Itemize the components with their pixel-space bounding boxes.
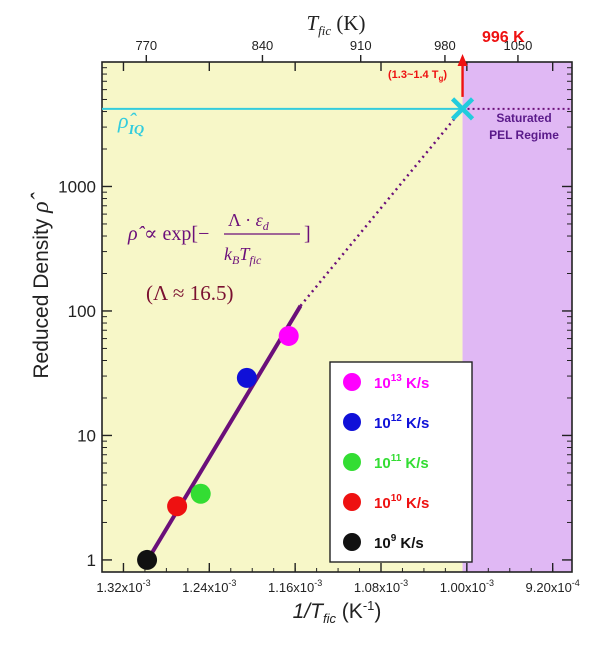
y-tick-label: 100 xyxy=(68,302,96,321)
axes: 1.32x10-3 1.24x10-3 1.16x10-3 1.08x10-3 1.00… xyxy=(58,38,580,595)
temperature-arrow-head xyxy=(457,54,468,66)
axis-labels: 1/Tfic (K-1) Tfic (K) Reduced Density ρ̂ xyxy=(28,11,381,626)
data-point xyxy=(190,483,211,504)
y-axis-title: Reduced Density ρ̂ xyxy=(28,192,54,378)
data-point xyxy=(167,496,188,517)
x-tick-label: 1.32x10-3 xyxy=(96,578,150,595)
legend-label: 1010 K/s xyxy=(374,493,429,512)
legend-marker xyxy=(343,493,361,511)
legend: 1013 K/s 1012 K/s 1011 K/s 1010 K/s 109 K/s xyxy=(329,361,473,563)
formula-propto: ∝ exp[− xyxy=(144,223,209,245)
formula-bracket: ] xyxy=(304,223,311,245)
formula-numerator: Λ · εd xyxy=(228,210,270,233)
lambda-annotation: (Λ ≈ 16.5) xyxy=(146,281,233,305)
top-tick-label: 840 xyxy=(252,38,274,53)
legend-marker xyxy=(343,413,361,431)
legend-label: 1011 K/s xyxy=(374,453,429,472)
data-point xyxy=(278,325,299,346)
legend-marker xyxy=(343,453,361,471)
y-tick-label: 1 xyxy=(87,551,96,570)
data-point xyxy=(137,549,158,570)
legend-marker xyxy=(343,373,361,391)
legend-label: 1013 K/s xyxy=(374,373,429,392)
fit-line-extrapolation xyxy=(299,108,464,307)
legend-box xyxy=(329,361,473,563)
fit-line-solid xyxy=(145,304,303,563)
top-tick-label: 980 xyxy=(434,38,456,53)
saturated-region xyxy=(462,62,572,572)
y-tick-label: 10 xyxy=(77,426,96,445)
legend-marker xyxy=(343,533,361,551)
top-axis-title: Tfic (K) xyxy=(306,11,365,38)
region-label-line1: Saturated xyxy=(496,111,551,125)
data-point xyxy=(236,367,257,388)
x-tick-label: 1.24x10-3 xyxy=(182,578,236,595)
tg-range-label: (1.3~1.4 Tg) xyxy=(388,69,447,83)
x-tick-label: 9.20x10-4 xyxy=(526,578,580,595)
x-tick-label: 1.00x10-3 xyxy=(440,578,494,595)
x-tick-label: 1.16x10-3 xyxy=(268,578,322,595)
data-points: 996 K (1.3~1.4 Tg) Saturated PEL Regime xyxy=(137,29,559,570)
region-label-line2: PEL Regime xyxy=(489,128,559,142)
y-tick-label: 1000 xyxy=(58,177,96,196)
x-tick-label: 1.08x10-3 xyxy=(354,578,408,595)
x-axis-title: 1/Tfic (K-1) xyxy=(293,598,382,626)
top-tick-label: 910 xyxy=(350,38,372,53)
cross-marker xyxy=(450,97,475,121)
top-tick-label: 770 xyxy=(135,38,157,53)
legend-label: 1012 K/s xyxy=(374,413,429,432)
background-regions xyxy=(102,62,572,572)
legend-label: 109 K/s xyxy=(374,533,424,552)
temperature-label: 996 K xyxy=(482,29,525,46)
top-tick-label: 1050 xyxy=(503,38,532,53)
